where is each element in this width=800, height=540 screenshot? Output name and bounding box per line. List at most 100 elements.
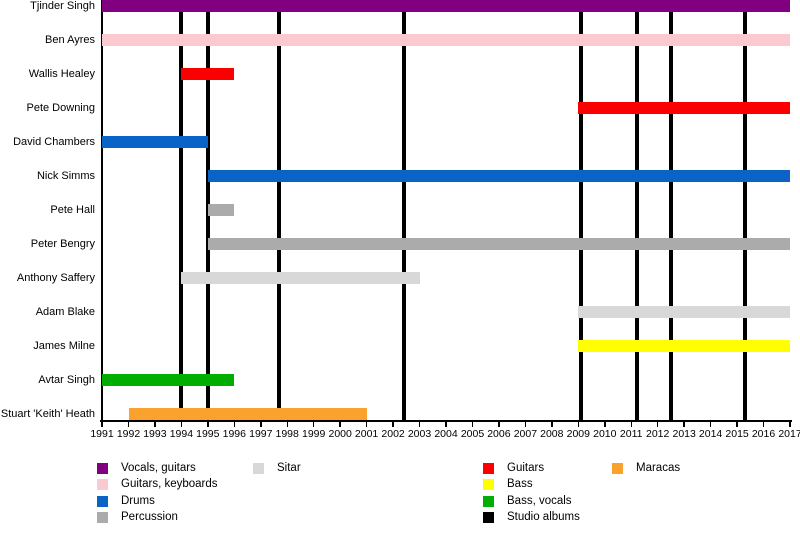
- legend-item-label: Vocals, guitars: [121, 462, 196, 474]
- member-name-label: Nick Simms: [36, 170, 95, 182]
- legend-color-swatch: [483, 479, 494, 490]
- year-tick-label: 2011: [619, 428, 643, 440]
- year-tick-label: 2013: [672, 428, 696, 440]
- member-name-label: David Chambers: [13, 136, 95, 148]
- year-tick: [577, 422, 580, 427]
- studio-album-line: [743, 0, 747, 420]
- legend-color-swatch: [483, 463, 494, 474]
- legend-color-swatch: [483, 496, 494, 507]
- year-tick-label: 1995: [196, 428, 220, 440]
- x-axis-line: [100, 420, 792, 422]
- year-tick-label: 1991: [90, 428, 114, 440]
- member-name-label: Anthony Saffery: [16, 272, 95, 284]
- member-tenure-bar: [102, 136, 208, 148]
- year-tick: [154, 422, 156, 427]
- year-tick-label: 2001: [354, 428, 379, 440]
- legend-color-swatch: [253, 463, 264, 474]
- studio-album-line: [668, 0, 673, 420]
- year-tick: [392, 422, 394, 427]
- member-name-label: Wallis Healey: [28, 68, 95, 80]
- year-tick: [630, 422, 632, 427]
- member-tenure-bar: [181, 68, 235, 80]
- member-name-label: Peter Bengry: [30, 238, 95, 250]
- member-tenure-bar: [578, 340, 790, 352]
- year-tick: [683, 422, 685, 427]
- year-tick-label: 2015: [725, 428, 749, 440]
- studio-album-line: [277, 0, 282, 420]
- year-tick-label: 2014: [698, 428, 723, 440]
- member-name-label: Adam Blake: [35, 306, 95, 318]
- year-tick-label: 1996: [222, 428, 246, 440]
- legend-item-label: Sitar: [277, 462, 301, 474]
- member-name-label: Ben Ayres: [45, 34, 95, 46]
- studio-album-line: [634, 0, 639, 420]
- year-tick-label: 2003: [407, 428, 432, 440]
- year-tick: [604, 422, 606, 427]
- year-tick-label: 2008: [540, 428, 564, 440]
- member-tenure-bar: [578, 102, 790, 114]
- year-tick: [365, 422, 368, 427]
- member-tenure-bar: [102, 0, 790, 12]
- year-tick: [418, 422, 421, 427]
- year-tick-label: 2009: [566, 428, 590, 440]
- year-tick: [736, 422, 738, 427]
- legend-item-label: Guitars, keyboards: [121, 478, 218, 490]
- legend-color-swatch: [97, 496, 108, 507]
- year-tick: [101, 422, 103, 427]
- legend-color-swatch: [612, 463, 623, 474]
- year-tick-label: 2007: [513, 428, 538, 440]
- year-tick-label: 2010: [593, 428, 617, 440]
- member-tenure-bar: [578, 306, 790, 318]
- year-tick-label: 1993: [143, 428, 167, 440]
- year-tick: [709, 422, 712, 427]
- legend-item-label: Maracas: [636, 462, 681, 474]
- year-tick-label: 1999: [302, 428, 326, 440]
- year-tick: [524, 422, 527, 427]
- year-tick: [339, 422, 341, 427]
- year-tick: [762, 422, 765, 427]
- legend-item-label: Bass, vocals: [507, 495, 572, 507]
- year-tick: [260, 422, 262, 427]
- legend-color-swatch: [97, 463, 108, 474]
- year-tick: [445, 422, 447, 427]
- legend-color-swatch: [97, 479, 108, 490]
- year-tick: [233, 422, 236, 427]
- year-tick: [180, 422, 183, 427]
- year-tick: [471, 422, 474, 427]
- year-tick-label: 2002: [381, 428, 405, 440]
- member-tenure-bar: [102, 374, 235, 386]
- year-tick-label: 2004: [434, 428, 458, 440]
- member-name-label: Stuart 'Keith' Heath: [0, 408, 95, 420]
- plot-left-border: [101, 0, 103, 420]
- member-name-label: James Milne: [33, 340, 95, 352]
- year-tick: [312, 422, 315, 427]
- legend-color-swatch: [483, 512, 494, 523]
- year-tick-label: 1998: [275, 428, 299, 440]
- legend-item-label: Drums: [121, 495, 155, 507]
- studio-album-line: [401, 0, 406, 420]
- member-name-label: Tjinder Singh: [30, 0, 95, 12]
- member-tenure-bar: [207, 204, 235, 216]
- legend-item-label: Studio albums: [507, 511, 580, 523]
- year-tick: [127, 422, 130, 427]
- year-tick: [207, 422, 209, 427]
- year-tick-label: 2016: [751, 428, 776, 440]
- year-tick: [551, 422, 553, 427]
- year-tick: [286, 422, 288, 427]
- legend-color-swatch: [97, 512, 108, 523]
- year-tick-label: 2005: [460, 428, 485, 440]
- year-tick: [498, 422, 500, 427]
- member-name-label: Pete Downing: [26, 102, 96, 114]
- studio-album-line: [179, 0, 184, 420]
- year-tick: [656, 422, 659, 427]
- legend-item-label: Bass: [507, 478, 533, 490]
- member-name-label: Pete Hall: [50, 204, 95, 216]
- year-tick-label: 2012: [646, 428, 670, 440]
- member-tenure-bar: [102, 34, 790, 46]
- legend-item-label: Guitars: [507, 462, 545, 474]
- member-tenure-bar: [207, 238, 790, 250]
- member-name-label: Avtar Singh: [38, 374, 95, 386]
- year-tick-label: 2000: [328, 428, 352, 440]
- year-tick: [789, 422, 791, 427]
